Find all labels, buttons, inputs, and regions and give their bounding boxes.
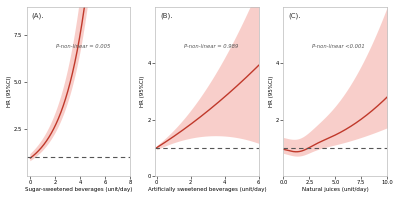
Y-axis label: HR (95%CI): HR (95%CI) — [140, 76, 145, 107]
Text: P-non-linear = 0.989: P-non-linear = 0.989 — [184, 44, 238, 49]
Text: (B).: (B). — [160, 12, 173, 19]
X-axis label: Natural juices (unit/day): Natural juices (unit/day) — [302, 187, 369, 192]
Y-axis label: HR (95%CI): HR (95%CI) — [269, 76, 274, 107]
Text: (A).: (A). — [32, 12, 44, 19]
X-axis label: Artificially sweetened beverages (unit/day): Artificially sweetened beverages (unit/d… — [148, 187, 266, 192]
Text: P-non-linear = 0.005: P-non-linear = 0.005 — [56, 44, 110, 49]
Text: P-non-linear <0.001: P-non-linear <0.001 — [312, 44, 365, 49]
Text: (C).: (C). — [288, 12, 301, 19]
X-axis label: Sugar-sweetened beverages (unit/day): Sugar-sweetened beverages (unit/day) — [25, 187, 132, 192]
Y-axis label: HR (95%CI): HR (95%CI) — [7, 76, 12, 107]
